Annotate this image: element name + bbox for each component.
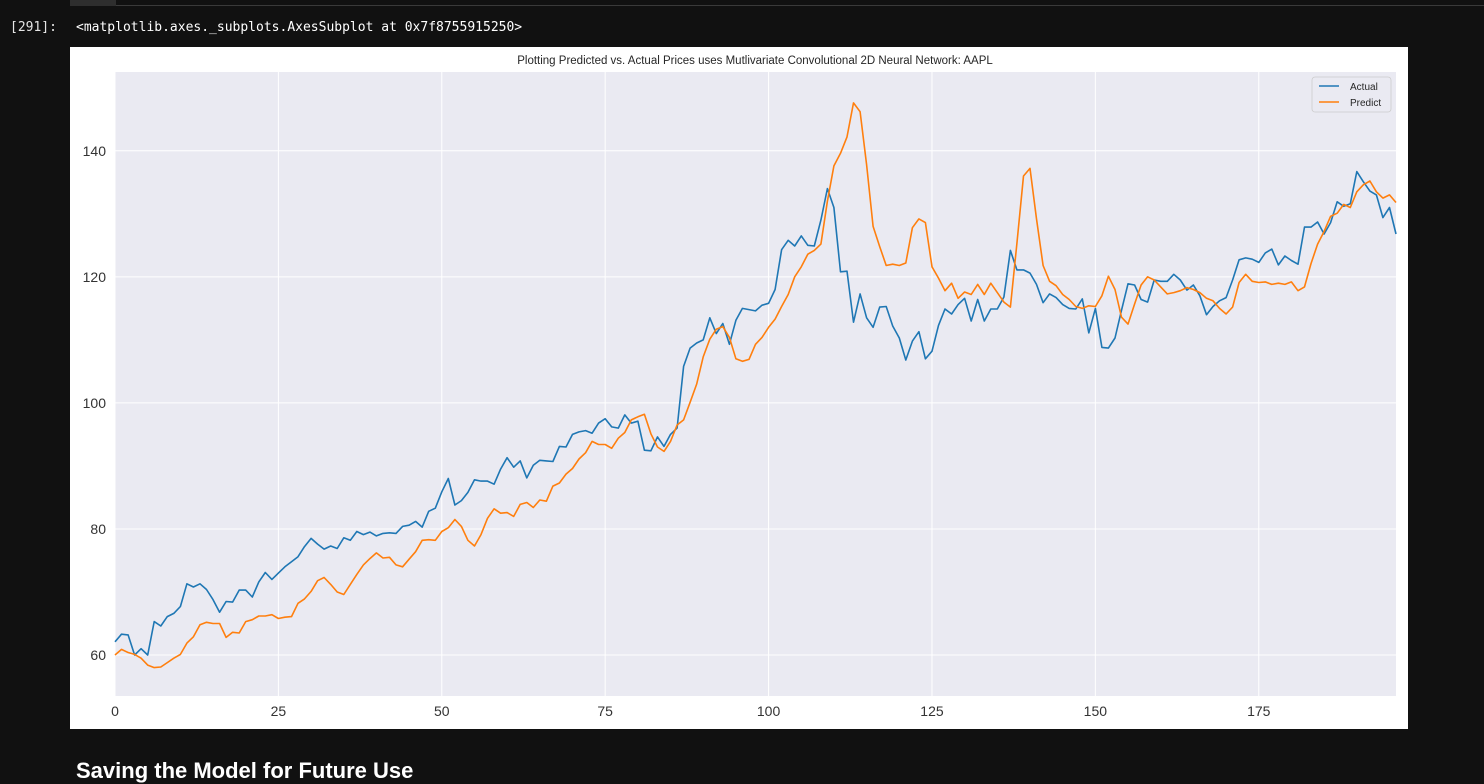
previous-cell-tab (70, 0, 116, 6)
y-tick-label: 60 (90, 647, 106, 663)
x-tick-label: 75 (597, 703, 613, 719)
legend-actual-label: Actual (1350, 82, 1378, 93)
line-chart: Plotting Predicted vs. Actual Prices use… (83, 55, 1397, 719)
grid-lines (114, 72, 1396, 696)
y-tick-label: 140 (83, 143, 107, 159)
previous-cell-bar (0, 0, 1484, 8)
x-tick-label: 100 (757, 703, 781, 719)
x-tick-label: 125 (920, 703, 944, 719)
markdown-heading: Saving the Model for Future Use (76, 758, 414, 783)
series-line-predict (114, 102, 1397, 669)
legend: Actual Predict (1311, 76, 1392, 113)
x-axis: 0 25 50 75 100 125 150 175 (111, 703, 1271, 719)
series-lines (114, 102, 1397, 669)
x-tick-label: 0 (111, 703, 119, 719)
y-tick-label: 100 (83, 395, 107, 411)
series-line-actual (114, 170, 1397, 656)
previous-cell-divider (116, 5, 1484, 6)
output-prompt: [291]: (10, 20, 57, 35)
y-tick-label: 80 (90, 521, 106, 537)
output-text: <matplotlib.axes._subplots.AxesSubplot a… (76, 20, 523, 35)
y-axis: 60 80 100 120 140 (83, 143, 107, 663)
chart-figure: Plotting Predicted vs. Actual Prices use… (70, 47, 1408, 729)
x-tick-label: 150 (1084, 703, 1108, 719)
legend-predict-label: Predict (1350, 98, 1381, 109)
chart-title: Plotting Predicted vs. Actual Prices use… (517, 55, 993, 67)
plot-area (115, 72, 1396, 696)
x-tick-label: 175 (1247, 703, 1271, 719)
x-tick-label: 50 (434, 703, 450, 719)
y-tick-label: 120 (83, 269, 107, 285)
x-tick-label: 25 (271, 703, 287, 719)
